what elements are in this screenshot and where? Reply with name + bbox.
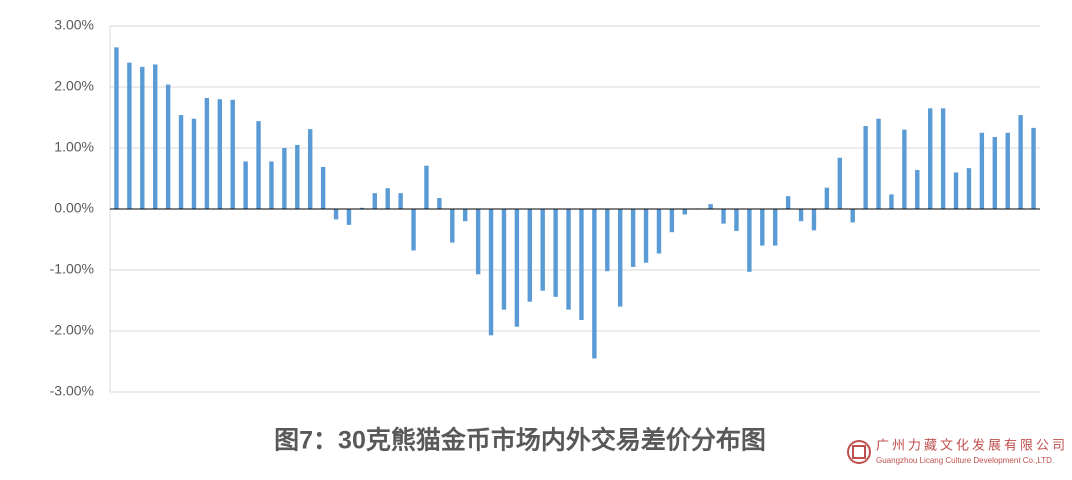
bar: [760, 209, 765, 246]
bar: [385, 188, 390, 209]
y-tick-label: 1.00%: [54, 139, 94, 155]
bar: [540, 209, 545, 291]
bar: [282, 148, 287, 209]
bar: [643, 209, 649, 263]
bar: [488, 209, 494, 336]
bar: [785, 196, 791, 209]
bar: [992, 137, 997, 209]
bar: [243, 161, 248, 209]
bar: [863, 126, 868, 209]
bar: [708, 204, 713, 209]
logo: 广州力藏文化发展有限公司 Guangzhou Licang Culture De…: [847, 437, 1068, 465]
bar: [178, 115, 184, 209]
bar: [424, 165, 429, 209]
chart-title: 图7：30克熊猫金币市场内外交易差价分布图: [274, 426, 766, 455]
bar: [656, 209, 662, 254]
bar: [1005, 132, 1010, 209]
bar: [773, 209, 778, 246]
bar: [204, 97, 210, 209]
bar: [514, 209, 520, 327]
bar: [940, 108, 946, 209]
bar: [618, 209, 623, 307]
bar: [811, 209, 817, 231]
bar: [566, 209, 571, 310]
bar: [747, 209, 752, 272]
bar: [798, 209, 804, 222]
bar: [398, 193, 403, 209]
bar: [966, 168, 972, 209]
y-tick-label: 2.00%: [54, 78, 94, 94]
bar: [411, 209, 416, 251]
bar: [850, 209, 855, 223]
bar: [501, 209, 507, 310]
bar: [140, 66, 145, 210]
bar: [346, 209, 352, 225]
bar: [902, 129, 907, 209]
bar: [1031, 127, 1036, 209]
bar: [372, 193, 377, 209]
bar: [230, 99, 235, 209]
bar: [630, 209, 636, 267]
bar: [979, 132, 985, 209]
bar: [269, 161, 274, 209]
bar: [928, 108, 933, 209]
bar: [320, 166, 326, 209]
logo-name: 广州力藏文化发展有限公司: [876, 437, 1068, 452]
bar: [127, 62, 132, 209]
bar: [527, 209, 532, 302]
bar: [153, 64, 158, 210]
bar: [1018, 115, 1023, 209]
logo-icon-inner: [852, 445, 866, 459]
bar: [682, 209, 687, 215]
y-tick-label: 3.00%: [54, 17, 94, 33]
y-tick-label: -3.00%: [50, 383, 94, 399]
y-tick-label: 0.00%: [54, 200, 94, 216]
y-tick-label: -1.00%: [50, 261, 94, 277]
bar: [592, 209, 597, 359]
bar: [308, 129, 313, 209]
bar: [437, 198, 442, 209]
bar: [333, 209, 339, 220]
bar: [669, 209, 675, 233]
logo-icon: [847, 440, 871, 464]
bar: [553, 209, 558, 297]
bar: [734, 209, 739, 231]
y-tick-label: -2.00%: [50, 322, 94, 338]
bar: [463, 209, 468, 222]
bar: [114, 47, 119, 209]
bar: [889, 194, 894, 209]
bar: [876, 118, 881, 209]
bar: [359, 207, 365, 209]
bar: [824, 187, 830, 209]
bar: [217, 99, 222, 209]
logo-english: Guangzhou Licang Culture Development Co.…: [876, 456, 1054, 465]
bar: [165, 84, 171, 209]
bar: [475, 209, 481, 275]
bar: [579, 209, 584, 321]
bar: [191, 118, 197, 209]
bar: [605, 209, 610, 272]
bar: [256, 121, 261, 209]
bar: [915, 169, 920, 209]
bar: [295, 144, 300, 209]
bar: [450, 209, 455, 243]
bar: [953, 172, 959, 209]
bar: [837, 157, 842, 209]
bar: [721, 209, 726, 224]
